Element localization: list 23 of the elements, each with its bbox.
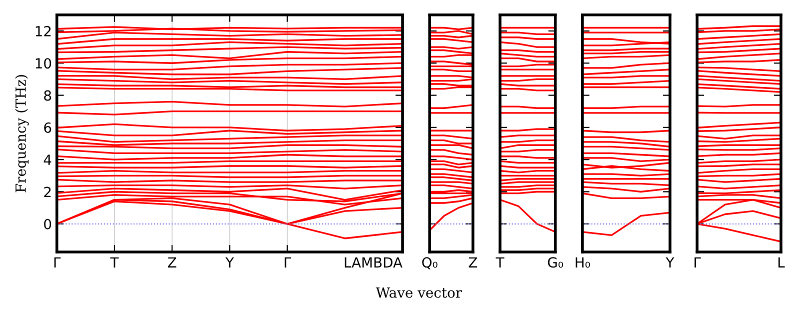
x-tick-label: H₀	[576, 257, 590, 268]
y-tick-label: 0	[44, 218, 52, 230]
x-tick-label: Γ	[54, 257, 61, 268]
x-tick-label: T	[496, 257, 504, 268]
x-tick-label: Z	[468, 257, 478, 268]
x-tick-label: Y	[225, 257, 234, 268]
x-tick-label: LAMBDA	[344, 257, 402, 268]
x-tick-label: Γ	[694, 257, 701, 268]
y-tick-label: 4	[44, 154, 52, 165]
x-tick-label: T	[110, 257, 119, 268]
x-tick-label: L	[778, 257, 785, 268]
x-tick-label: Y	[666, 257, 674, 268]
y-tick-label: 10	[36, 58, 52, 69]
y-tick-label: 2	[44, 186, 51, 198]
x-tick-label: Q₀	[422, 257, 438, 270]
y-tick-label: 6	[44, 122, 52, 133]
x-tick-label: Γ	[284, 257, 292, 268]
y-tick-label: 8	[44, 90, 52, 101]
x-tick-label: Z	[168, 257, 176, 268]
x-axis-title: Wave vector	[376, 287, 462, 298]
x-tick-label: G₀	[548, 257, 564, 268]
y-tick-label: 12	[36, 26, 51, 36]
y-axis-title: Frequency (THz)	[15, 75, 29, 192]
